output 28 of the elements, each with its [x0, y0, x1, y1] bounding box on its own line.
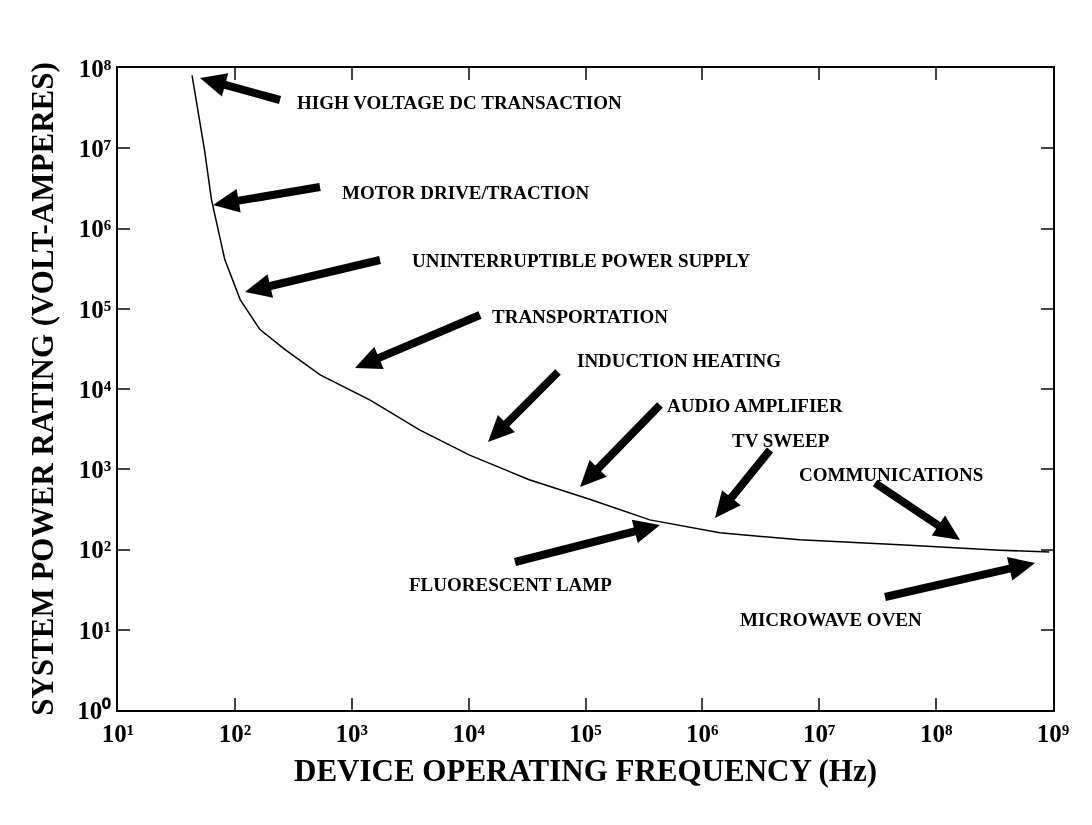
y-tick-label: 10¹ — [78, 616, 112, 644]
annotation: HIGH VOLTAGE DC TRANSACTION — [297, 92, 622, 113]
y-tick-label: 10³ — [78, 456, 112, 483]
x-tick-label: 10⁸ — [919, 719, 953, 747]
annotation: TV SWEEP — [732, 430, 830, 451]
x-tick-label: 10⁶ — [686, 719, 720, 747]
annotation: TRANSPORTATION — [492, 306, 669, 327]
annotation: COMMUNICATIONS — [799, 464, 984, 485]
annotation: INDUCTION HEATING — [577, 350, 782, 371]
annotation: MOTOR DRIVE/TRACTION — [342, 182, 590, 203]
y-tick-label: 10⁴ — [78, 375, 112, 403]
annotation: AUDIO AMPLIFIER — [667, 395, 844, 416]
y-tick-label: 10⁸ — [78, 54, 112, 82]
x-tick-label: 10⁵ — [569, 719, 602, 747]
annotation: MICROWAVE OVEN — [740, 609, 923, 630]
x-tick-label: 10² — [218, 719, 252, 747]
y-tick-label: 10² — [78, 536, 112, 564]
y-tick-label: 10⁵ — [78, 295, 112, 323]
annotation: FLUORESCENT LAMP — [409, 574, 613, 595]
x-tick-label: 10³ — [335, 719, 368, 747]
annotation: UNINTERRUPTIBLE POWER SUPPLY — [412, 250, 751, 271]
x-axis-title: DEVICE OPERATING FREQUENCY (Hz) — [294, 753, 877, 789]
x-tick-label: 10⁷ — [803, 719, 836, 747]
y-axis-title: SYSTEM POWER RATING (VOLT-AMPERES) — [25, 62, 61, 716]
y-tick-label: 10⁷ — [78, 135, 112, 162]
x-tick-label: 10⁹ — [1036, 719, 1070, 747]
x-tick-label: 10⁴ — [452, 719, 486, 747]
y-tick-label: 10⁶ — [78, 215, 112, 243]
